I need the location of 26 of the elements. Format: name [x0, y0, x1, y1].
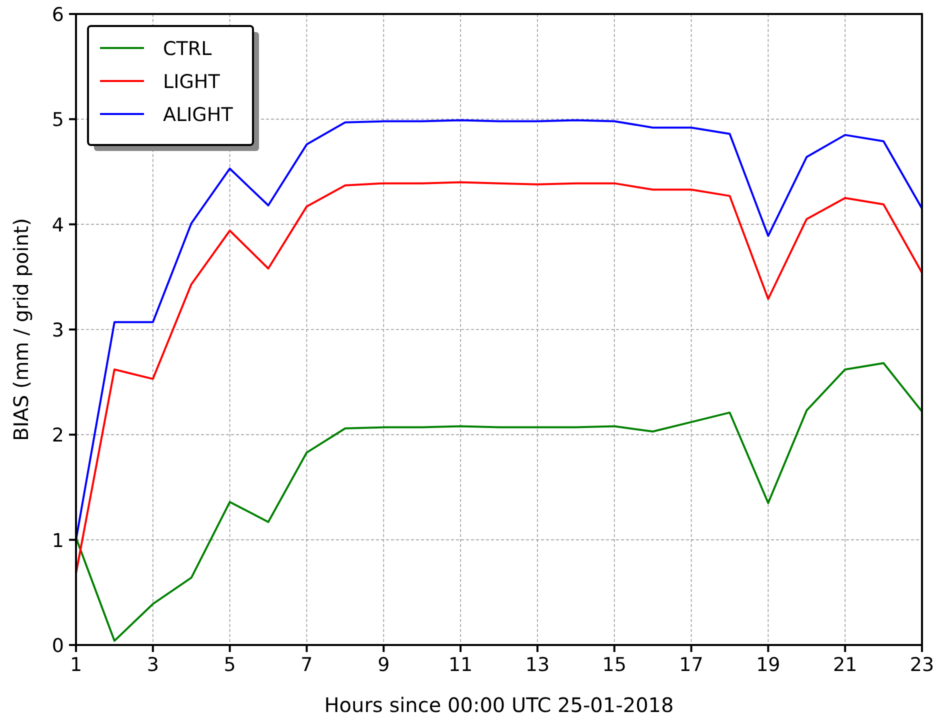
- line-series: [75, 362, 923, 642]
- x-tick-label: 15: [602, 654, 626, 676]
- y-tick-label: 3: [52, 320, 64, 342]
- x-tick-label: 23: [910, 654, 934, 676]
- y-tick-label: 4: [52, 214, 64, 236]
- legend-label: LIGHT: [163, 71, 220, 93]
- legend-label: ALIGHT: [163, 104, 234, 126]
- y-tick-label: 6: [52, 4, 64, 26]
- y-tick-label: 1: [52, 530, 64, 552]
- y-tick-label: 5: [52, 109, 64, 132]
- x-tick-label: 13: [525, 654, 550, 676]
- y-tick-label: 2: [52, 424, 64, 447]
- x-tick-label: 5: [224, 654, 236, 676]
- y-tick-label: 0: [52, 635, 64, 657]
- x-tick-label: 21: [832, 654, 858, 676]
- x-tick-label: 7: [300, 654, 313, 676]
- x-tick-label: 11: [448, 654, 473, 676]
- x-tick-label: 17: [679, 654, 704, 676]
- y-axis-title: BIAS (mm / grid point): [9, 218, 33, 441]
- line-series: [75, 181, 923, 574]
- x-tick-label: 1: [70, 654, 82, 676]
- x-tick-label: 9: [378, 654, 390, 676]
- x-tick-label: 19: [756, 654, 780, 676]
- x-tick-label: 3: [146, 654, 159, 676]
- legend-label: CTRL: [163, 38, 212, 60]
- x-axis-title: Hours since 00:00 UTC 25-01-2018: [324, 693, 674, 717]
